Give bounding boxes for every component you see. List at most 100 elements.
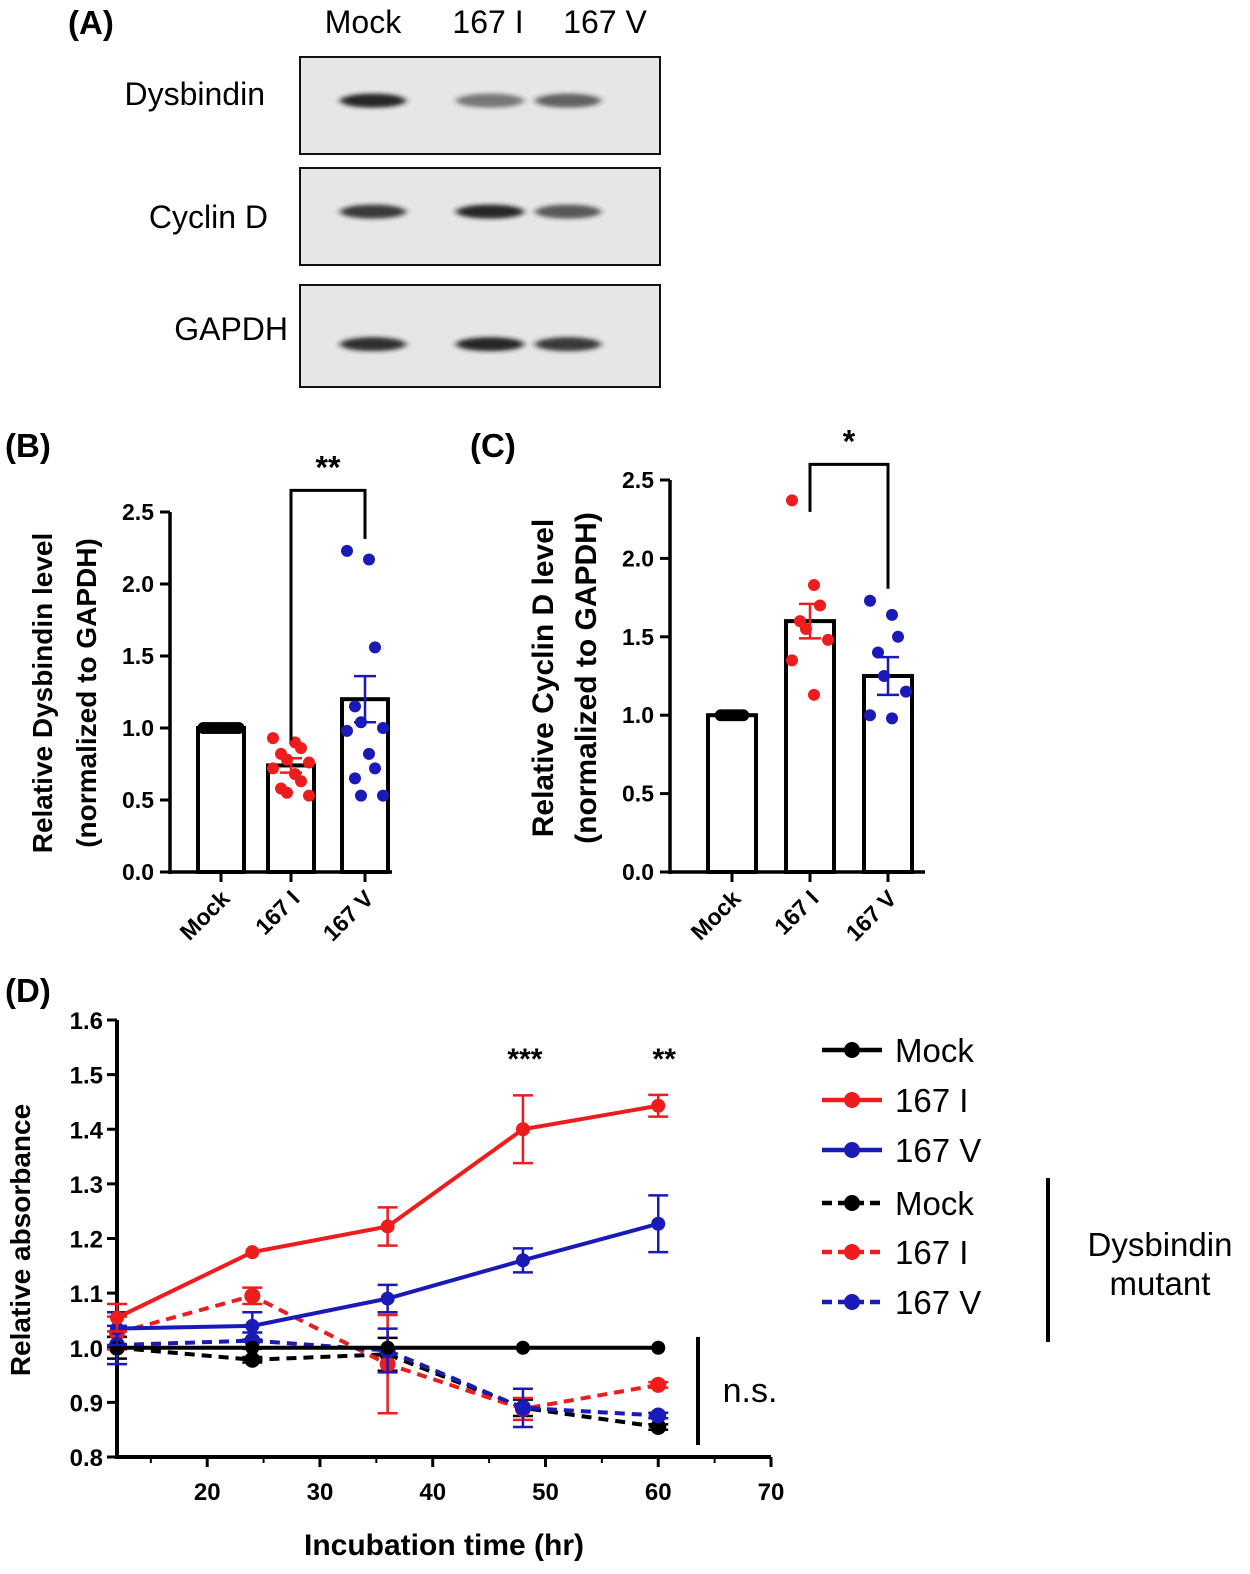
significance-label: * xyxy=(843,423,856,459)
data-point xyxy=(369,641,381,654)
data-point xyxy=(864,594,876,607)
legend-marker xyxy=(844,1195,860,1211)
data-point xyxy=(892,630,904,643)
legend-marker xyxy=(844,1092,860,1108)
x-tick-label: 40 xyxy=(419,1479,446,1506)
panel-b-ylabel-line1: Relative Dysbindin level xyxy=(27,533,58,854)
legend-label: Mock xyxy=(895,1032,974,1069)
data-point xyxy=(737,709,750,722)
data-point xyxy=(900,685,912,698)
x-tick-label: 167 V xyxy=(318,885,379,946)
blot-band xyxy=(456,204,524,219)
y-tick-label: 0.9 xyxy=(70,1390,103,1417)
data-point xyxy=(245,1245,260,1260)
data-point xyxy=(281,786,293,799)
significance-bracket xyxy=(289,488,367,741)
x-tick-label: 20 xyxy=(194,1479,221,1506)
x-tick-label: 167 V xyxy=(841,885,902,946)
data-point xyxy=(377,722,389,734)
legend-marker xyxy=(844,1142,860,1158)
legend-label: 167 V xyxy=(895,1284,981,1321)
panel-d: (D) Relative absorbance Incubation time … xyxy=(5,972,1232,1562)
data-point xyxy=(295,775,307,788)
y-tick-label: 2.0 xyxy=(122,571,154,597)
data-point xyxy=(349,700,361,713)
x-tick-label: 167 I xyxy=(769,885,824,940)
legend-marker xyxy=(844,1042,860,1058)
y-tick-label: 0.0 xyxy=(122,859,154,885)
series-line xyxy=(116,1338,659,1418)
ns-label: n.s. xyxy=(723,1372,778,1410)
legend-marker xyxy=(844,1244,860,1260)
x-tick-label: 50 xyxy=(532,1479,559,1506)
data-point xyxy=(377,789,389,802)
data-point xyxy=(515,1340,530,1355)
data-point xyxy=(650,1376,667,1393)
legend-label: 167 V xyxy=(895,1132,981,1169)
data-point xyxy=(515,1122,530,1137)
data-point xyxy=(110,1310,124,1325)
data-point xyxy=(514,1399,531,1416)
data-point xyxy=(341,724,353,737)
y-tick-label: 1.4 xyxy=(70,1117,104,1144)
blot-images xyxy=(299,56,661,388)
data-point xyxy=(650,1407,667,1424)
lane-label-mock: Mock xyxy=(325,4,402,40)
x-tick-label: 30 xyxy=(307,1479,334,1506)
legend-label: Mock xyxy=(895,1185,974,1222)
panel-b-label: (B) xyxy=(5,427,51,464)
data-point xyxy=(651,1098,666,1113)
data-point xyxy=(864,709,876,722)
blot-band xyxy=(340,337,406,352)
blot-band xyxy=(340,93,406,108)
data-point xyxy=(651,1340,666,1355)
y-tick-label: 0.8 xyxy=(70,1445,103,1472)
y-tick-label: 2.0 xyxy=(622,545,654,571)
blot-label-cyclin-d: Cyclin D xyxy=(149,199,268,235)
data-point xyxy=(380,1291,395,1306)
panel-d-label: (D) xyxy=(5,972,51,1009)
x-tick-label: Mock xyxy=(175,885,235,945)
data-point xyxy=(886,712,898,725)
panel-a: (A) Mock 167 I 167 V Dysbindin Cyclin D … xyxy=(68,4,661,388)
bar xyxy=(862,674,914,874)
data-point xyxy=(232,722,245,734)
y-tick-label: 2.5 xyxy=(122,499,154,525)
data-point xyxy=(245,1318,260,1333)
y-tick-label: 1.1 xyxy=(70,1281,103,1308)
data-point xyxy=(341,544,353,557)
y-tick-label: 1.0 xyxy=(622,702,654,728)
y-tick-label: 0.5 xyxy=(622,781,654,807)
data-point xyxy=(295,742,307,755)
panel-b: (B) Relative Dysbindin level (normalized… xyxy=(5,427,392,946)
data-point xyxy=(363,553,375,566)
series-line xyxy=(116,1345,659,1429)
data-point xyxy=(244,1287,261,1304)
panel-d-ylabel: Relative absorbance xyxy=(5,1104,36,1376)
blot-label-dysbindin: Dysbindin xyxy=(124,76,265,112)
data-point xyxy=(650,1418,667,1435)
y-tick-label: 1.0 xyxy=(122,715,154,741)
legend-group-label-line2: mutant xyxy=(1110,1265,1211,1302)
panel-c-ylabel-line1: Relative Cyclin D level xyxy=(527,519,560,838)
blot-band xyxy=(456,337,524,352)
data-point xyxy=(363,747,375,760)
data-point xyxy=(786,654,798,667)
data-point xyxy=(355,789,367,802)
x-tick-label: Mock xyxy=(686,885,746,945)
x-tick-label: 60 xyxy=(645,1479,672,1506)
legend-marker xyxy=(844,1294,860,1310)
data-point xyxy=(814,599,826,612)
legend-label: 167 I xyxy=(895,1234,968,1271)
y-tick-label: 1.5 xyxy=(122,643,154,669)
blot-band xyxy=(535,337,601,352)
bar xyxy=(196,726,246,874)
blot-label-gapdh: GAPDH xyxy=(174,311,288,347)
panel-d-xlabel: Incubation time (hr) xyxy=(304,1529,584,1562)
y-tick-label: 1.5 xyxy=(70,1063,103,1090)
data-point xyxy=(808,688,820,701)
y-tick-label: 1.6 xyxy=(70,1008,103,1035)
panel-c-ylabel-line2: (normalized to GAPDH) xyxy=(570,512,603,844)
data-point xyxy=(303,756,315,769)
x-tick-label: 167 I xyxy=(250,885,305,940)
